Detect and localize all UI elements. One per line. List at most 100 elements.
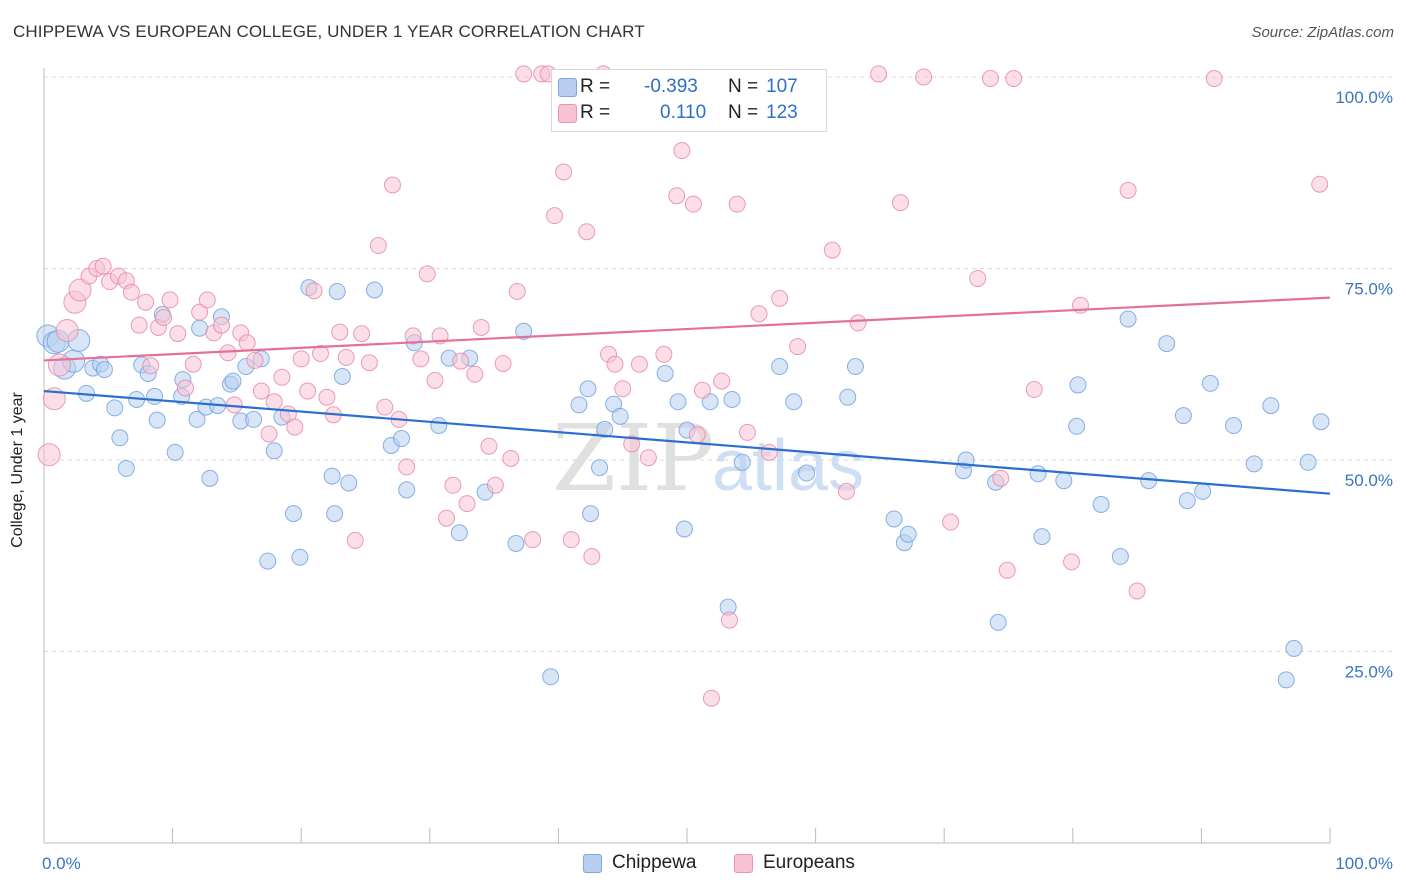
europeans-point — [684, 195, 702, 213]
europeans-point — [942, 513, 960, 531]
chippewa-point — [291, 548, 309, 566]
legend-n-label: N = — [728, 102, 759, 123]
europeans-point — [606, 355, 624, 373]
chippewa-point — [1285, 639, 1303, 657]
europeans-point — [458, 495, 476, 513]
chippewa-point — [450, 524, 468, 542]
europeans-point — [331, 323, 349, 341]
chippewa-point — [582, 505, 600, 523]
europeans-point — [292, 350, 310, 368]
chippewa-point — [1201, 374, 1219, 392]
chippewa-point — [1299, 453, 1317, 471]
chippewa-point — [245, 410, 263, 428]
europeans-point — [823, 241, 841, 259]
chippewa-point — [284, 505, 302, 523]
europeans-point — [376, 398, 394, 416]
bottom-legend-chippewa: Chippewa — [583, 852, 697, 874]
europeans-point — [176, 379, 194, 397]
europeans-point — [630, 355, 648, 373]
europeans-point — [369, 237, 387, 255]
europeans-point — [578, 223, 596, 241]
europeans-point — [137, 293, 155, 311]
chippewa-point — [1055, 472, 1073, 490]
chippewa-point — [839, 388, 857, 406]
europeans-point — [398, 458, 416, 476]
chippewa-point — [201, 469, 219, 487]
chippewa-point — [656, 364, 674, 382]
chippewa-point — [398, 481, 416, 499]
europeans-point — [546, 207, 564, 225]
y-tick-label: 75.0% — [1345, 280, 1393, 299]
europeans-point — [480, 437, 498, 455]
europeans-point — [252, 382, 270, 400]
europeans-point — [837, 482, 855, 500]
chippewa-point — [1174, 407, 1192, 425]
chippewa-point — [1158, 335, 1176, 353]
chippewa-point — [1068, 417, 1086, 435]
europeans-point — [1005, 70, 1023, 88]
europeans-point — [1063, 553, 1081, 571]
chippewa-point — [1312, 413, 1330, 431]
europeans-point — [426, 371, 444, 389]
chippewa-point — [95, 361, 113, 379]
legend-r-label: R = — [580, 76, 611, 97]
europeans-point — [191, 303, 209, 321]
europeans-point — [311, 345, 329, 363]
chippewa-point — [1225, 417, 1243, 435]
chippewa-point — [393, 430, 411, 448]
y-tick-label: 50.0% — [1345, 471, 1393, 490]
europeans-point — [246, 351, 264, 369]
chippewa-point — [1111, 548, 1129, 566]
chart-source: Source: ZipAtlas.com — [1251, 24, 1394, 41]
chippewa-point — [579, 380, 597, 398]
europeans-point — [1025, 381, 1043, 399]
x-tick-label: 100.0% — [1335, 854, 1393, 873]
chippewa-point — [733, 453, 751, 471]
chippewa-point — [106, 399, 124, 417]
europeans-point — [760, 443, 778, 461]
chippewa-point — [340, 474, 358, 492]
europeans-point — [1119, 181, 1137, 199]
chippewa-point — [265, 442, 283, 460]
chippewa-point — [1178, 492, 1196, 510]
europeans-point — [673, 142, 691, 160]
europeans-point — [771, 289, 789, 307]
chippewa-point — [785, 393, 803, 411]
europeans-point — [891, 194, 909, 212]
europeans-point — [713, 372, 731, 390]
europeans-point — [728, 195, 746, 213]
europeans-trend-line — [43, 296, 1331, 362]
europeans-point — [360, 354, 378, 372]
europeans-point — [238, 334, 256, 352]
europeans-point — [998, 561, 1016, 579]
europeans-point — [508, 282, 526, 300]
europeans-point — [639, 449, 657, 467]
europeans-point — [623, 435, 641, 453]
chippewa-point — [1033, 528, 1051, 546]
chippewa-point — [146, 387, 164, 405]
europeans-point — [438, 509, 456, 527]
chippewa-point — [1119, 310, 1137, 328]
europeans-point — [337, 348, 355, 366]
legend-swatch-chippewa — [558, 78, 577, 97]
chippewa-point — [111, 429, 129, 447]
chippewa-point — [989, 613, 1007, 631]
europeans-point — [738, 423, 756, 441]
chart-title: CHIPPEWA VS EUROPEAN COLLEGE, UNDER 1 YE… — [13, 22, 645, 41]
chippewa-point — [515, 322, 533, 340]
europeans-point — [273, 368, 291, 386]
europeans-point — [688, 426, 706, 444]
europeans-point — [583, 548, 601, 566]
europeans-point — [668, 187, 686, 205]
europeans-point — [720, 611, 738, 629]
europeans-point — [265, 393, 283, 411]
europeans-point — [155, 309, 173, 327]
chippewa-point — [188, 410, 206, 428]
chippewa-point — [596, 420, 614, 438]
chippewa-point — [366, 281, 384, 299]
legend-r-label: R = — [580, 102, 611, 123]
europeans-point — [318, 388, 336, 406]
europeans-point — [750, 305, 768, 323]
europeans-point — [693, 381, 711, 399]
